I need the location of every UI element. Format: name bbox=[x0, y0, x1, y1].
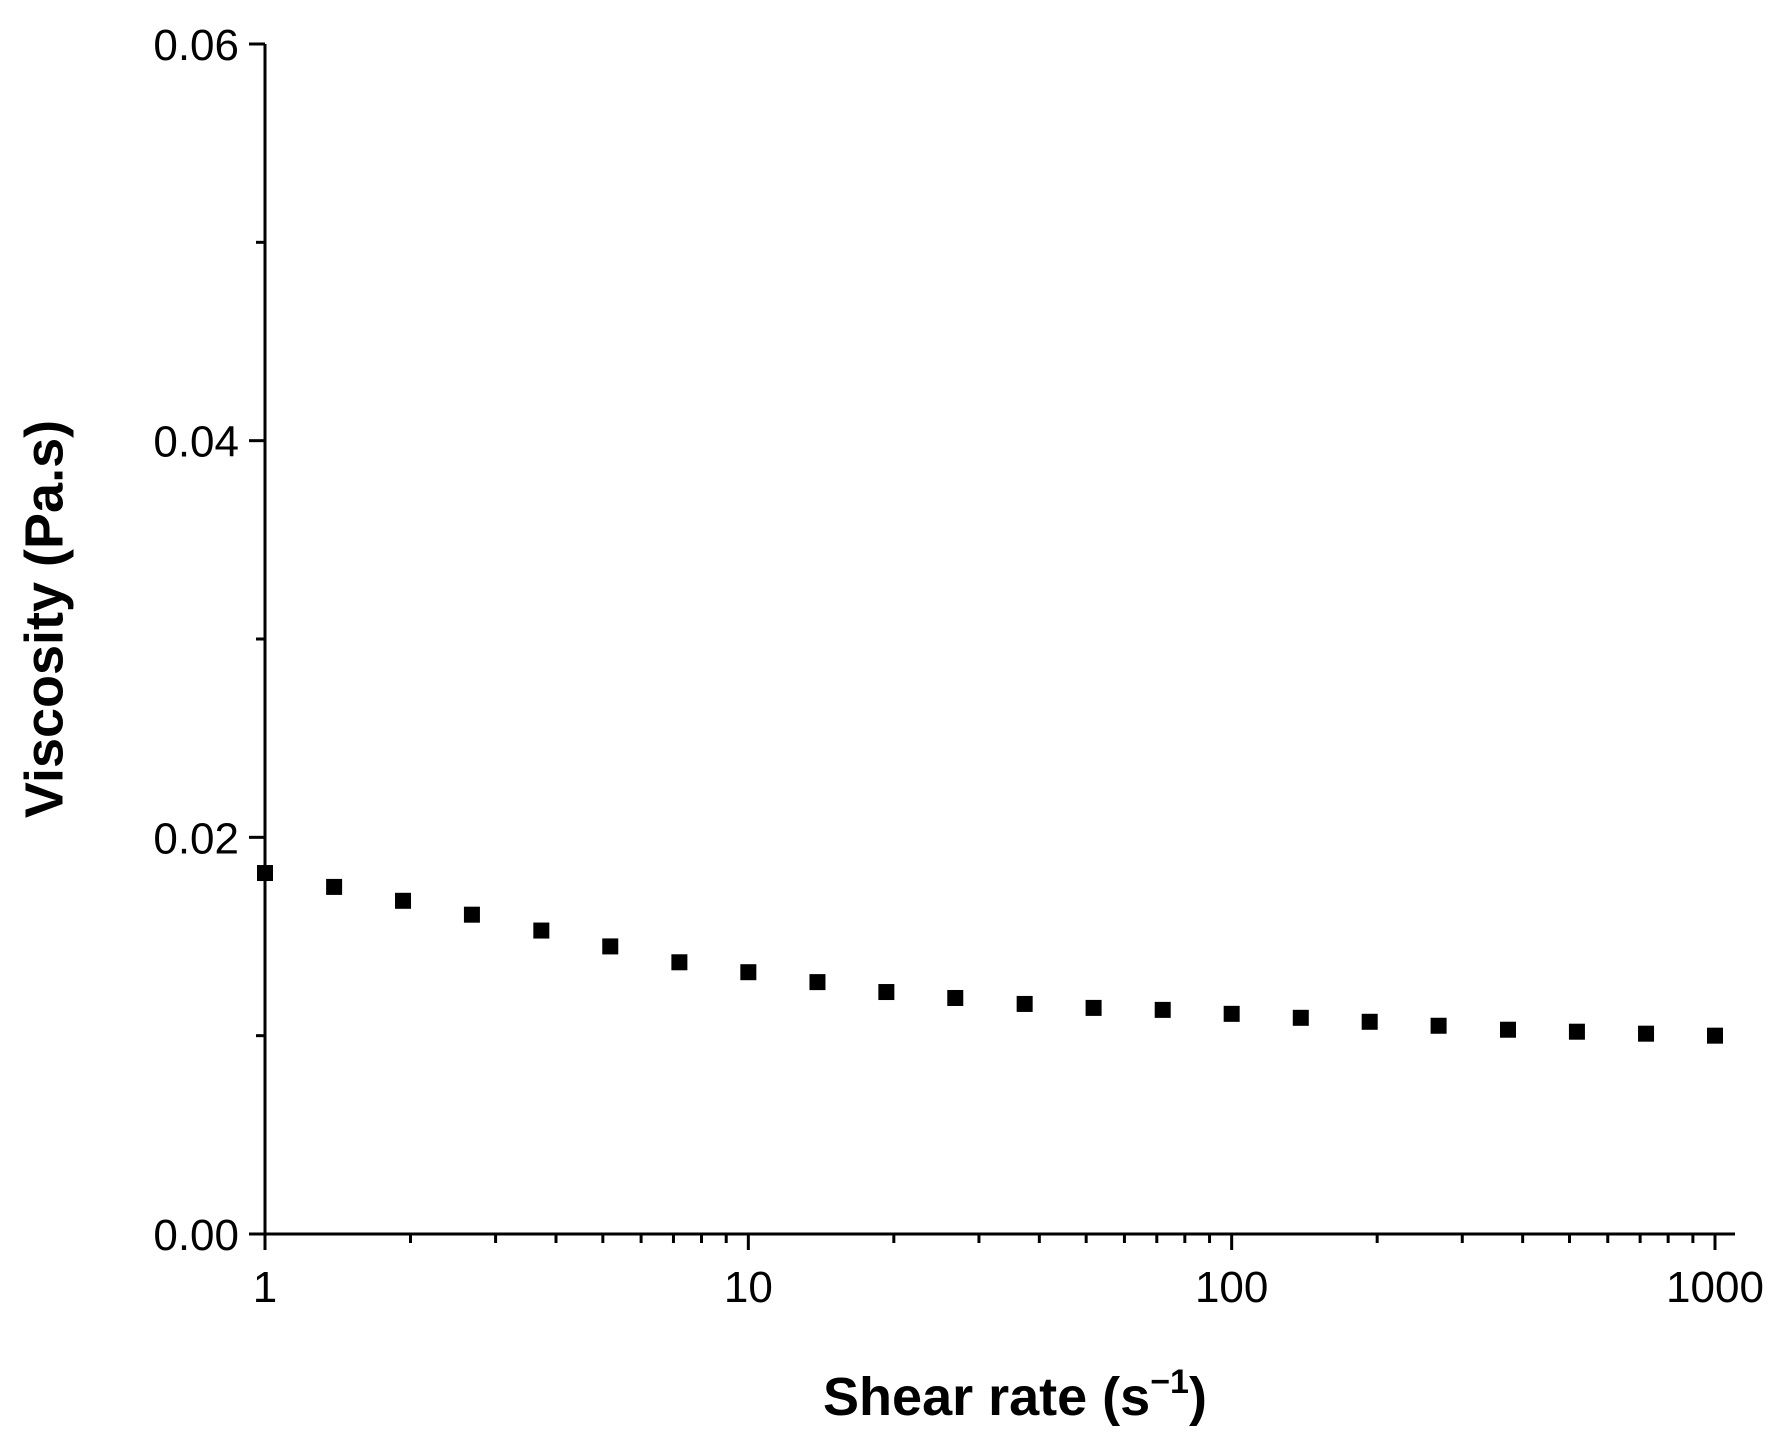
x-tick-label: 10 bbox=[724, 1263, 773, 1312]
data-point bbox=[1568, 1023, 1585, 1040]
data-point bbox=[463, 906, 480, 923]
data-point bbox=[257, 865, 273, 882]
y-tick-label: 0.00 bbox=[153, 1211, 239, 1260]
x-axis-title-superscript: −1 bbox=[1150, 1363, 1189, 1401]
data-point bbox=[1430, 1017, 1447, 1034]
x-tick-label: 1000 bbox=[1666, 1263, 1764, 1312]
x-axis: 1 10 100 1000 bbox=[253, 1232, 1764, 1312]
x-axis-title-main: Shear rate (s bbox=[823, 1367, 1150, 1427]
data-point bbox=[1292, 1009, 1309, 1026]
x-axis-title-close: ) bbox=[1189, 1367, 1207, 1427]
data-point bbox=[1085, 999, 1102, 1016]
data-point bbox=[1361, 1013, 1378, 1030]
x-tick-label: 1 bbox=[253, 1263, 277, 1312]
data-point bbox=[671, 954, 688, 971]
data-point bbox=[1499, 1021, 1516, 1038]
axis-titles: Viscosity (Pa.s) Shear rate (s−1) bbox=[14, 420, 1207, 1427]
y-tick-label: 0.02 bbox=[153, 814, 239, 863]
y-axis: 0.00 0.02 0.04 0.06 bbox=[153, 21, 267, 1260]
y-tick-label: 0.06 bbox=[153, 21, 239, 70]
x-axis-title: Shear rate (s−1) bbox=[823, 1363, 1207, 1427]
data-point bbox=[809, 974, 826, 991]
data-point bbox=[602, 938, 619, 955]
data-point bbox=[947, 989, 964, 1006]
data-point bbox=[1638, 1025, 1655, 1042]
y-axis-title: Viscosity (Pa.s) bbox=[14, 420, 74, 818]
data-point bbox=[533, 922, 550, 939]
data-point bbox=[395, 892, 412, 909]
y-tick-label: 0.04 bbox=[153, 418, 239, 467]
data-point bbox=[326, 878, 343, 895]
data-point bbox=[740, 964, 757, 981]
x-tick-label: 100 bbox=[1195, 1263, 1268, 1312]
data-point bbox=[1223, 1005, 1240, 1022]
data-point bbox=[878, 984, 895, 1001]
data-point bbox=[1016, 995, 1033, 1012]
data-points bbox=[257, 865, 1723, 1044]
data-point bbox=[1154, 1001, 1171, 1018]
data-point bbox=[1707, 1027, 1723, 1044]
